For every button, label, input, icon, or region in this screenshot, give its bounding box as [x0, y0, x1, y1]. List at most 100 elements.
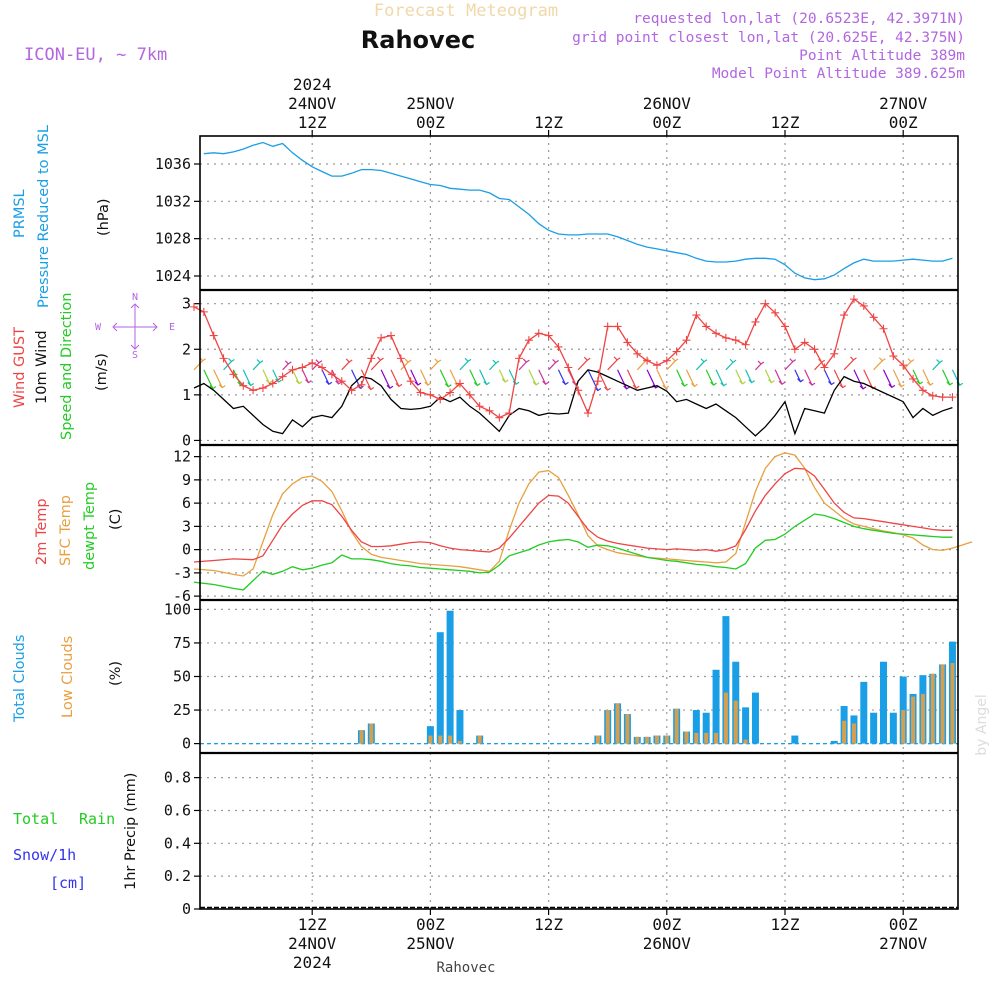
wind-arrow [577, 359, 588, 371]
sfc-temp-line [193, 452, 973, 577]
wind-arrowhead [473, 382, 481, 387]
wind-arrowhead [218, 384, 226, 389]
wind-arrowhead [583, 356, 591, 361]
pressure-panel: 1024 1028 1032 1036 [155, 136, 958, 290]
low-clouds-bar [911, 696, 916, 744]
wind-arrow [370, 359, 381, 371]
wind-direction-arrows [193, 356, 964, 392]
top-time-label: 25NOV [406, 94, 455, 113]
wind-gust-point [416, 388, 425, 397]
top-time-label: 12Z [298, 113, 327, 132]
wind-gust-point [721, 333, 730, 342]
bottom-time-label: 12Z [534, 915, 563, 934]
forecast-title: Forecast Meteogram [374, 1, 558, 21]
wind-arrowhead [325, 380, 333, 385]
top-time-label: 27NOV [879, 94, 928, 113]
low-clouds-bar [625, 714, 630, 744]
precip-panel: 0 0.2 0.4 0.6 0.8 [164, 753, 958, 918]
wind-arrow [311, 362, 320, 371]
pressure-label-2: Pressure Reduced to MSL [36, 125, 52, 308]
wind-arrowhead [501, 378, 509, 383]
pressure-label-1: PRMSL [12, 189, 28, 238]
total-clouds-bar [870, 712, 878, 744]
low-clouds-bar [684, 731, 689, 744]
wind-arrow [804, 369, 813, 386]
wind-gust-point [899, 361, 908, 370]
wind-arrowhead [444, 383, 452, 388]
wind-gust-point [268, 379, 277, 388]
wind-arrow [892, 369, 902, 387]
precip-ytick-label: 0.4 [164, 834, 191, 852]
top-time-label: 00Z [652, 113, 681, 132]
wind-arrow [538, 369, 547, 385]
wind-arrowhead [414, 381, 422, 386]
wind-gust-point [702, 322, 711, 331]
bottom-time-label: 12Z [771, 915, 800, 934]
wind-arrow [912, 369, 921, 385]
wind-gust-point [849, 295, 858, 304]
wind-10m-label: 10m Wind [34, 330, 50, 404]
low-clouds-bar [438, 735, 443, 744]
wind-arrow [439, 369, 449, 387]
total-clouds-bar [880, 661, 887, 744]
wind-arrow [715, 369, 725, 387]
wind-arrowhead [464, 357, 472, 363]
wind-arrow [823, 369, 832, 385]
wind-arrowhead [512, 380, 520, 385]
wind-arrow [282, 363, 289, 371]
wind-arrowhead [662, 384, 670, 390]
low-clouds-bar [714, 732, 719, 744]
2m-temp-line [193, 467, 953, 563]
wind-arrow [232, 369, 242, 386]
precip-ytick-label: 0 [182, 900, 191, 918]
top-time-label: 12Z [534, 113, 563, 132]
wind-ytick-label: 1 [182, 386, 191, 404]
wind-arrow [193, 360, 204, 371]
wind-arrow [380, 369, 391, 389]
wind-arrow [685, 369, 695, 387]
temp-ytick-label: -3 [173, 564, 191, 582]
wind-arrowhead [623, 385, 630, 390]
wind-gust-point [534, 329, 543, 338]
wind-gust-point [190, 302, 198, 311]
wind-arrow [262, 369, 270, 384]
wind-ytick-label: 2 [182, 340, 191, 358]
wind-arrowhead [395, 382, 403, 388]
requested-coords: requested lon,lat (20.6523E, 42.3971N) [633, 11, 965, 27]
wind-gust-point [652, 361, 661, 370]
wind-gust-point [229, 370, 238, 379]
wind-gust-label: Wind GUST [12, 327, 28, 408]
wind-gust-point [751, 317, 760, 326]
wind-arrowhead [916, 380, 924, 385]
low-clouds-bar [920, 693, 925, 744]
wind-gust-point [918, 386, 927, 395]
wind-gust-point [377, 333, 386, 342]
wind-gust-point [199, 307, 208, 316]
wind-10m-line [193, 369, 953, 437]
top-time-label: 00Z [889, 113, 918, 132]
pressure-ytick-label: 1032 [155, 192, 191, 210]
wind-gust-point [258, 384, 267, 393]
compass-n: N [132, 292, 138, 303]
wind-gust-point [613, 322, 622, 331]
temp-dewpt-label: dewpt Temp [82, 482, 98, 570]
total-clouds-label: Total Clouds [12, 635, 28, 723]
wind-arrowhead [265, 379, 273, 384]
wind-arrowhead [850, 356, 857, 361]
wind-arrow [882, 369, 893, 388]
wind-gust-point [889, 352, 898, 361]
wind-arrowhead [275, 378, 282, 383]
temp-ytick-label: 12 [173, 448, 191, 466]
wind-gust-point [436, 395, 445, 404]
wind-arrowhead [613, 356, 621, 361]
precip-ytick-label: 0.8 [164, 769, 191, 787]
wind-gust-point [692, 311, 701, 320]
credit-watermark: by Angel [974, 694, 990, 755]
top-time-label: 24NOV [288, 94, 337, 113]
wind-arrow [518, 361, 527, 371]
wind-arrowhead [552, 358, 559, 364]
wind-gust-point [662, 356, 671, 365]
wind-gust-point [672, 347, 681, 356]
bottom-time-label: 00Z [889, 915, 918, 934]
